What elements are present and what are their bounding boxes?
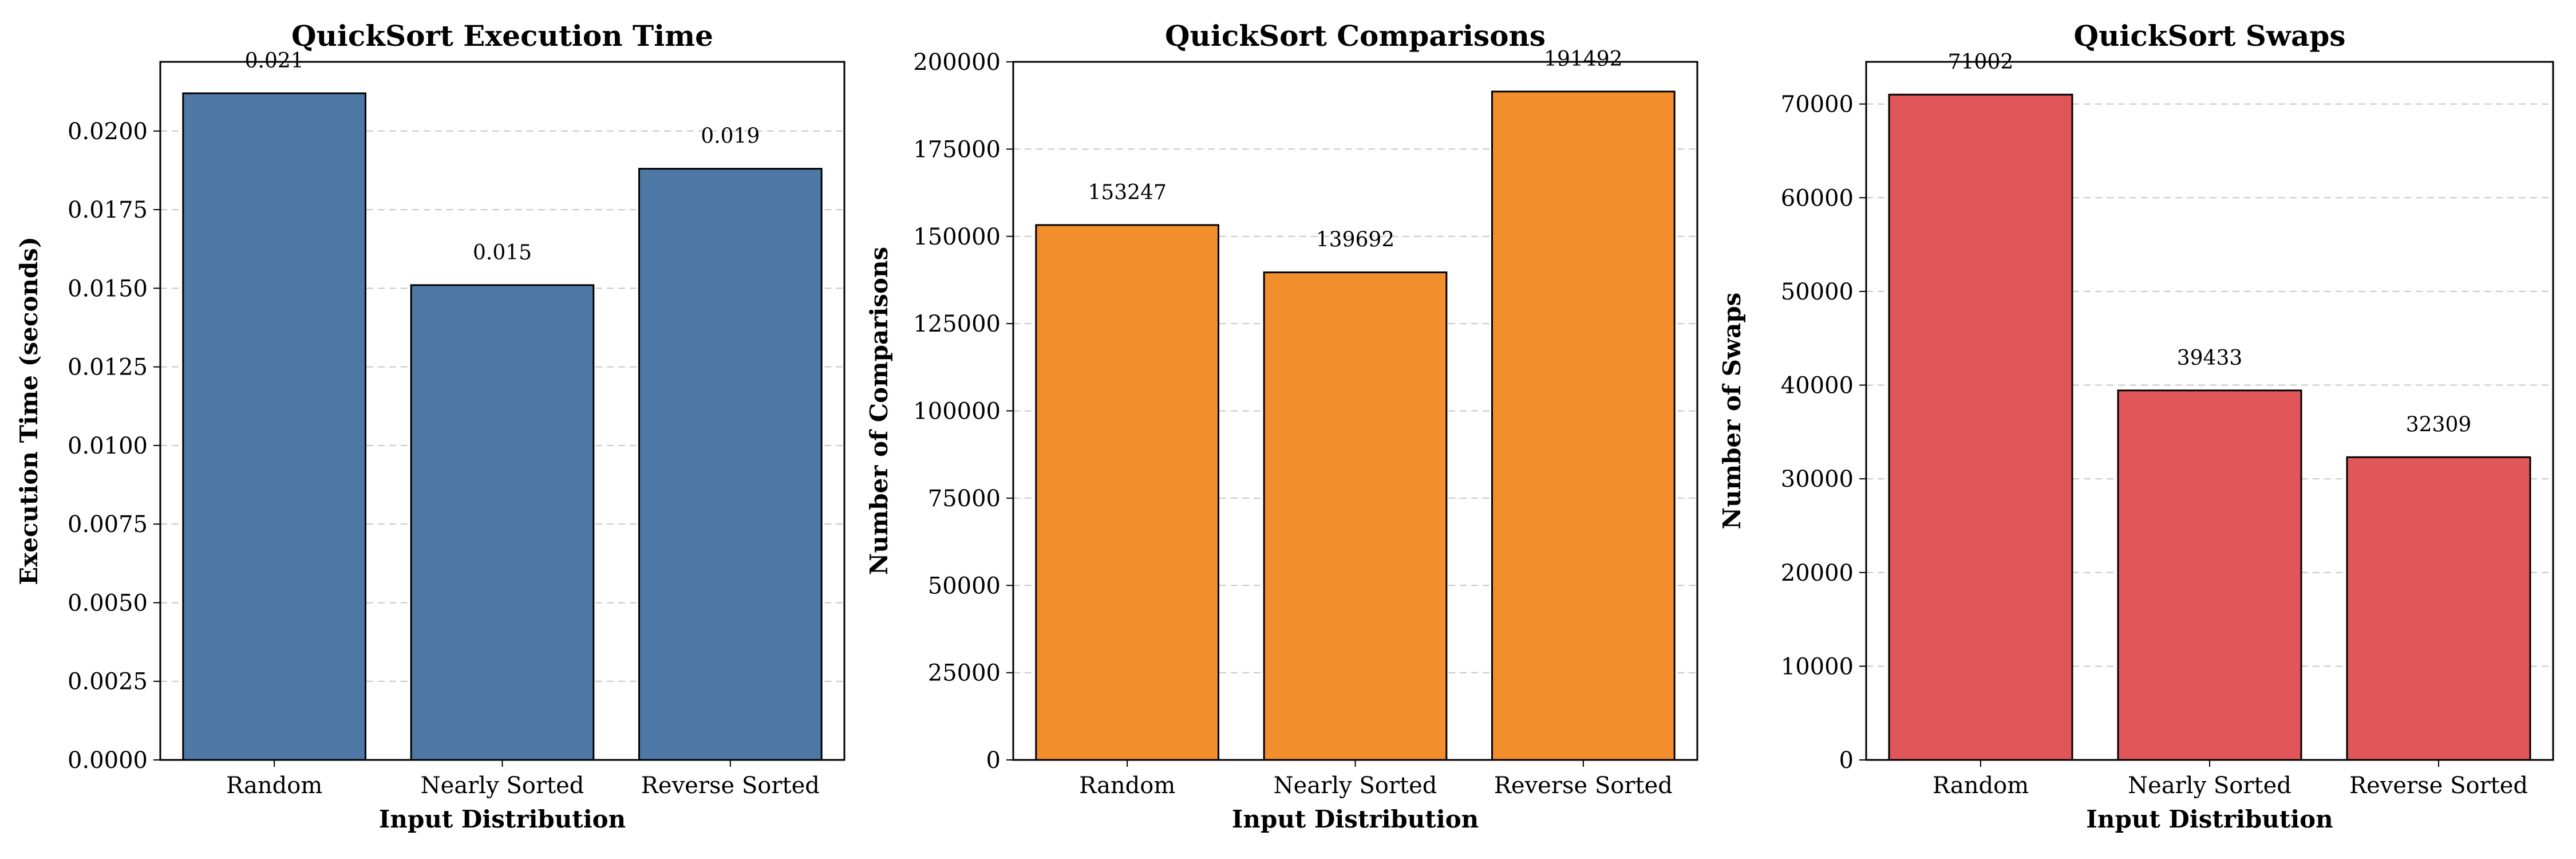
y-tick-label: 0.0150: [68, 275, 148, 302]
y-tick-label: 20000: [1781, 560, 1854, 586]
y-tick-label: 0: [986, 747, 1001, 774]
chart-title: QuickSort Swaps: [2074, 19, 2346, 53]
x-tick-label: Random: [1933, 773, 2029, 799]
bar: [1888, 93, 2073, 761]
y-tick-label: 0.0125: [68, 354, 148, 381]
y-tick-label: 50000: [928, 573, 1001, 599]
chart-title: QuickSort Execution Time: [291, 19, 713, 53]
bar: [410, 284, 595, 761]
y-tick-label: 125000: [913, 311, 1001, 337]
y-tick-label: 100000: [913, 399, 1001, 425]
x-tick-label: Nearly Sorted: [421, 773, 584, 799]
bar: [638, 168, 823, 761]
y-tick-label: 0.0000: [68, 747, 148, 774]
x-tick-label: Nearly Sorted: [2128, 773, 2291, 799]
y-tick-label: 175000: [913, 136, 1001, 163]
y-tick-label: 0.0050: [68, 590, 148, 616]
data-label: 191492: [1544, 48, 1622, 71]
chart-panel-1: 0.021 Random 0.015 Nearly Sorted 0.019 Revers…: [15, 19, 846, 833]
y-tick-label: 75000: [928, 486, 1001, 512]
chart-title: QuickSort Comparisons: [1165, 19, 1546, 53]
bar: [182, 92, 366, 761]
y-tick-label: 60000: [1781, 185, 1854, 211]
y-tick-label: 0.0175: [68, 197, 148, 223]
plot-frame: [1865, 61, 2554, 761]
plot-frame: [1012, 61, 1698, 761]
bar: [1263, 271, 1448, 761]
y-axis-label: Number of Swaps: [1718, 293, 1746, 530]
y-tick-label: 30000: [1781, 466, 1854, 492]
y-tick-label: 0.0100: [68, 433, 148, 459]
y-tick-label: 200000: [913, 49, 1001, 76]
x-tick-label: Reverse Sorted: [641, 773, 820, 799]
x-axis-label: Input Distribution: [2086, 805, 2333, 833]
y-tick-label: 150000: [913, 224, 1001, 250]
x-tick-label: Reverse Sorted: [1494, 773, 1673, 799]
data-label: 39433: [2177, 346, 2243, 370]
data-label: 139692: [1316, 228, 1394, 252]
data-label: 0.021: [245, 49, 304, 73]
y-tick-label: 50000: [1781, 279, 1854, 305]
x-tick-label: Nearly Sorted: [1274, 773, 1437, 799]
y-axis-label: Execution Time (seconds): [15, 237, 43, 585]
y-tick-label: 70000: [1781, 92, 1854, 118]
x-tick-label: Random: [1079, 773, 1175, 799]
y-tick-label: 25000: [928, 660, 1001, 687]
bar: [2346, 456, 2531, 761]
bar: [2117, 389, 2302, 761]
x-axis-label: Input Distribution: [1232, 805, 1479, 833]
y-axis-label: Number of Comparisons: [865, 247, 893, 575]
bar: [1035, 224, 1220, 761]
data-label: 0.015: [473, 241, 532, 265]
plot-frame: [159, 61, 846, 761]
y-tick-label: 10000: [1781, 653, 1854, 680]
chart-panel-2: 153247 Random 139692 Nearly Sorted 191492 Rev…: [865, 19, 1698, 833]
x-tick-label: Random: [226, 773, 322, 799]
data-label: 153247: [1088, 181, 1166, 204]
x-tick-label: Reverse Sorted: [2349, 773, 2528, 799]
y-tick-label: 0: [1839, 747, 1854, 774]
x-axis-label: Input Distribution: [379, 805, 626, 833]
y-tick-label: 0.0075: [68, 511, 148, 538]
y-tick-label: 0.0025: [68, 669, 148, 695]
y-tick-label: 0.0200: [68, 119, 148, 145]
data-label: 32309: [2406, 413, 2472, 436]
data-label: 0.019: [701, 125, 760, 148]
bar: [1491, 90, 1676, 761]
y-tick-label: 40000: [1781, 373, 1854, 399]
